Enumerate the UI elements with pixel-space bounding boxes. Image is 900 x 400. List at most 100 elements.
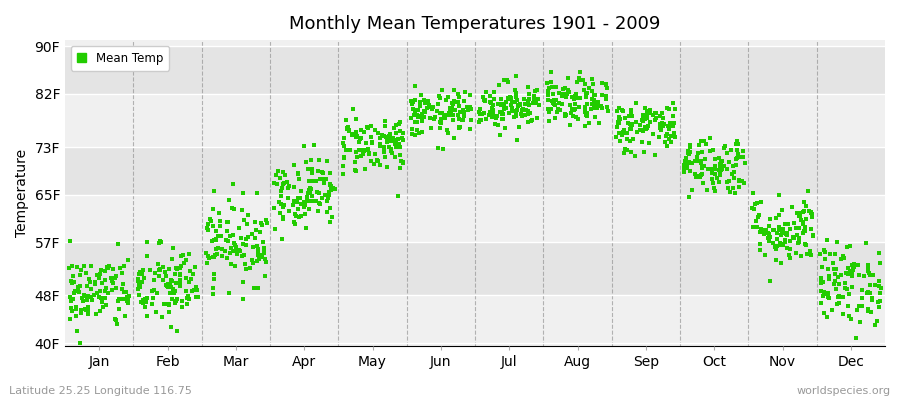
- Point: [665, 100, 680, 106]
- Point: [771, 226, 786, 233]
- Point: [456, 113, 471, 119]
- Point: [166, 256, 180, 263]
- Point: [580, 112, 594, 119]
- Point: [559, 94, 573, 100]
- Point: [248, 234, 262, 241]
- Point: [305, 193, 320, 199]
- Point: [668, 106, 682, 112]
- Point: [303, 186, 318, 192]
- Point: [132, 271, 147, 278]
- Point: [498, 125, 512, 131]
- Point: [737, 179, 751, 186]
- Point: [663, 120, 678, 126]
- Point: [207, 188, 221, 195]
- Point: [222, 233, 237, 240]
- Point: [173, 283, 187, 290]
- Point: [160, 281, 175, 287]
- Point: [508, 90, 523, 96]
- Point: [590, 104, 604, 110]
- Point: [477, 97, 491, 104]
- Point: [775, 240, 789, 247]
- Point: [802, 208, 816, 214]
- Point: [623, 120, 637, 127]
- Point: [187, 264, 202, 270]
- Point: [161, 300, 176, 307]
- Point: [799, 242, 814, 248]
- Point: [838, 270, 852, 277]
- Point: [348, 133, 363, 140]
- Point: [745, 205, 760, 211]
- Point: [277, 172, 292, 178]
- Point: [346, 106, 360, 112]
- Point: [689, 154, 704, 160]
- Point: [581, 120, 596, 126]
- Point: [364, 123, 379, 129]
- Point: [297, 143, 311, 149]
- Point: [796, 218, 810, 225]
- Point: [446, 98, 461, 104]
- Point: [677, 165, 691, 171]
- Point: [300, 194, 314, 200]
- Point: [624, 107, 638, 113]
- Point: [287, 162, 302, 168]
- Point: [495, 111, 509, 117]
- Point: [65, 263, 79, 270]
- Point: [513, 102, 527, 108]
- Point: [708, 165, 723, 171]
- Point: [555, 101, 570, 107]
- Point: [167, 299, 182, 306]
- Point: [236, 190, 250, 196]
- Point: [822, 273, 836, 279]
- Point: [730, 147, 744, 154]
- Point: [65, 308, 79, 314]
- Point: [694, 172, 708, 178]
- Point: [153, 238, 167, 244]
- Point: [268, 172, 283, 178]
- Point: [761, 223, 776, 229]
- Point: [410, 126, 424, 133]
- Point: [873, 290, 887, 296]
- Point: [101, 265, 115, 272]
- Point: [706, 185, 721, 191]
- Point: [769, 245, 783, 252]
- Point: [359, 140, 374, 146]
- Point: [109, 273, 123, 279]
- Point: [579, 94, 593, 101]
- Point: [302, 185, 317, 191]
- Point: [214, 233, 229, 240]
- Point: [408, 118, 422, 125]
- Point: [118, 312, 132, 319]
- Point: [413, 99, 428, 105]
- Point: [411, 113, 426, 120]
- Point: [275, 214, 290, 220]
- Point: [703, 148, 717, 154]
- Point: [640, 124, 654, 131]
- Point: [861, 270, 876, 276]
- Point: [407, 112, 421, 118]
- Point: [229, 242, 243, 248]
- Point: [242, 264, 256, 271]
- Point: [220, 255, 234, 261]
- Point: [663, 138, 678, 145]
- Point: [178, 275, 193, 281]
- Point: [544, 69, 558, 75]
- Point: [166, 286, 180, 292]
- Point: [223, 245, 238, 252]
- Point: [472, 108, 486, 115]
- Point: [558, 112, 572, 118]
- Title: Monthly Mean Temperatures 1901 - 2009: Monthly Mean Temperatures 1901 - 2009: [289, 15, 661, 33]
- Point: [708, 171, 723, 178]
- Point: [408, 97, 422, 104]
- Point: [442, 110, 456, 117]
- Point: [530, 114, 544, 121]
- Point: [353, 135, 367, 142]
- Point: [628, 119, 643, 125]
- Point: [845, 262, 859, 268]
- Point: [460, 104, 474, 110]
- Point: [489, 115, 503, 121]
- Point: [220, 228, 234, 234]
- Point: [759, 227, 773, 233]
- Point: [616, 126, 631, 133]
- Point: [273, 210, 287, 216]
- Point: [530, 87, 544, 93]
